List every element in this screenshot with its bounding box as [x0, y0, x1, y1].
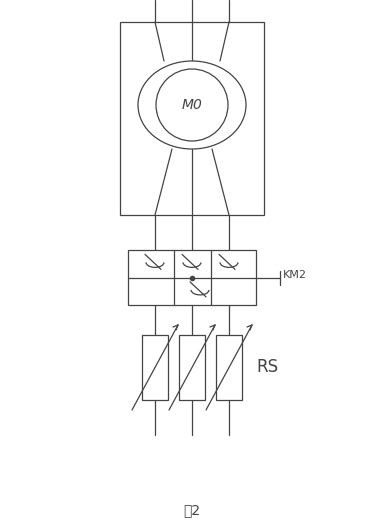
Bar [216, 335, 242, 400]
Text: RS: RS [256, 359, 278, 377]
Circle shape [156, 69, 228, 141]
Text: M0: M0 [182, 98, 202, 112]
Text: 图2: 图2 [184, 503, 200, 517]
Text: KM2: KM2 [283, 270, 307, 280]
Bar [120, 22, 264, 215]
Bar [128, 250, 256, 305]
Bar [142, 335, 168, 400]
Bar [179, 335, 205, 400]
Ellipse shape [138, 61, 246, 149]
